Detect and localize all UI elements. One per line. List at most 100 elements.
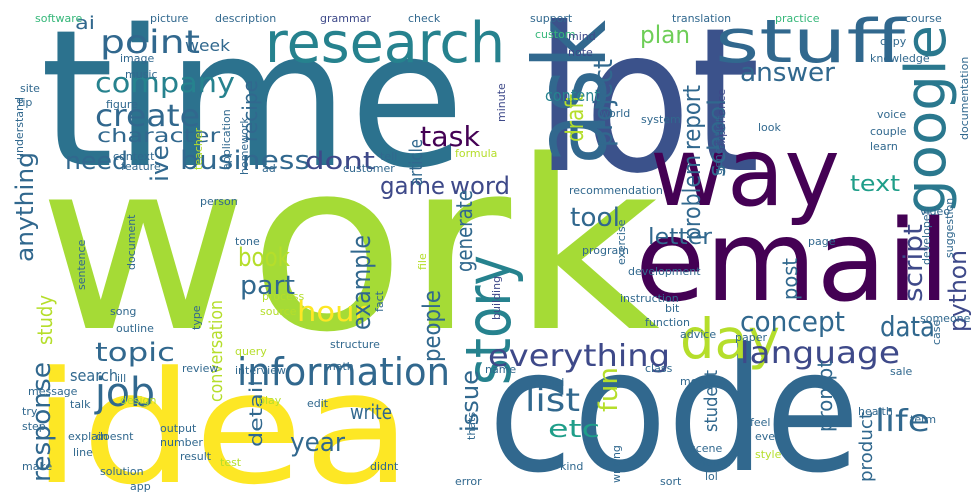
word: ai bbox=[75, 13, 95, 34]
word: week bbox=[185, 36, 231, 55]
word: instruction bbox=[620, 292, 679, 305]
word: write bbox=[350, 400, 392, 424]
word: advice bbox=[680, 328, 716, 341]
word: story bbox=[452, 255, 525, 385]
word: ill bbox=[117, 372, 126, 385]
word: language bbox=[740, 336, 900, 371]
word: problem bbox=[678, 155, 706, 240]
word: custom bbox=[535, 28, 576, 41]
word: solution bbox=[100, 465, 144, 478]
word: stuff bbox=[715, 7, 907, 77]
word: song bbox=[110, 305, 136, 318]
word: number bbox=[160, 436, 203, 449]
word: topic bbox=[95, 338, 175, 368]
word: outline bbox=[116, 322, 154, 335]
word: writing bbox=[610, 445, 623, 483]
word: idea bbox=[32, 338, 412, 504]
word: translation bbox=[672, 12, 731, 25]
word: email bbox=[635, 197, 950, 327]
word: program bbox=[582, 244, 629, 257]
word: make bbox=[22, 460, 52, 473]
word: task bbox=[420, 120, 481, 153]
word: doesnt bbox=[96, 430, 134, 443]
word: sentence bbox=[75, 239, 88, 290]
word: tone bbox=[235, 235, 260, 248]
word: customer bbox=[343, 162, 395, 175]
word: line bbox=[73, 446, 93, 459]
word: game bbox=[380, 172, 445, 200]
word: picture bbox=[150, 12, 189, 25]
word: try bbox=[22, 405, 38, 418]
word: result bbox=[180, 450, 212, 463]
word: article bbox=[406, 139, 427, 186]
word: ask bbox=[512, 20, 629, 165]
word: play bbox=[258, 394, 282, 407]
word: design bbox=[120, 394, 157, 407]
word: anything bbox=[11, 152, 39, 262]
word: information bbox=[237, 350, 450, 394]
word: feel bbox=[750, 416, 770, 429]
word: someone bbox=[920, 312, 971, 325]
word: detail bbox=[246, 380, 267, 447]
word: school bbox=[703, 99, 731, 177]
word: word bbox=[450, 172, 510, 200]
word: sort bbox=[660, 475, 682, 488]
word: research bbox=[265, 11, 505, 76]
word: app bbox=[130, 480, 151, 493]
word: type bbox=[190, 305, 203, 330]
word: system bbox=[641, 113, 681, 126]
word: function bbox=[645, 316, 690, 329]
word: lot bbox=[535, 0, 760, 218]
word: script bbox=[899, 224, 929, 302]
word: sale bbox=[890, 365, 913, 378]
word: site bbox=[20, 82, 40, 95]
word: understand bbox=[13, 97, 26, 160]
word: video bbox=[920, 205, 950, 218]
word: generation bbox=[712, 115, 725, 175]
word: fun bbox=[594, 367, 624, 412]
word: document bbox=[125, 214, 138, 270]
word: documentation bbox=[958, 57, 971, 140]
word: copy bbox=[880, 35, 907, 48]
word: conversation bbox=[206, 300, 227, 402]
word: exercise bbox=[615, 219, 628, 265]
word: company bbox=[95, 66, 235, 99]
word: class bbox=[645, 362, 673, 375]
word: character bbox=[97, 125, 220, 147]
word: generate bbox=[453, 190, 478, 272]
word: teacher bbox=[192, 127, 205, 170]
word: source bbox=[260, 305, 297, 318]
word: recipe bbox=[238, 80, 262, 142]
word: person bbox=[200, 195, 238, 208]
word: look bbox=[758, 121, 782, 134]
word: ive bbox=[146, 145, 174, 182]
word: minute bbox=[495, 83, 508, 122]
word: formula bbox=[455, 147, 497, 160]
word: learn bbox=[870, 140, 898, 153]
word: ad bbox=[262, 162, 276, 175]
word: knowledge bbox=[870, 52, 930, 65]
word: interview bbox=[235, 364, 286, 377]
word: answer bbox=[740, 58, 835, 88]
word: month bbox=[695, 456, 731, 469]
word: example bbox=[347, 235, 377, 330]
word: structure bbox=[330, 338, 380, 351]
word: edit bbox=[307, 397, 329, 410]
word: post bbox=[778, 258, 802, 300]
word: report bbox=[678, 85, 706, 150]
word: voice bbox=[877, 108, 906, 121]
word: concept bbox=[740, 305, 845, 338]
word: math bbox=[325, 360, 354, 373]
word: page bbox=[808, 235, 836, 248]
word: health bbox=[858, 405, 893, 418]
word: day bbox=[680, 307, 780, 371]
word: content bbox=[545, 86, 600, 105]
word: part bbox=[240, 271, 295, 301]
word: tell bbox=[380, 150, 397, 163]
word: issue bbox=[456, 370, 484, 432]
word: development bbox=[628, 265, 701, 278]
word: experience bbox=[715, 89, 728, 150]
word: business bbox=[180, 146, 310, 176]
